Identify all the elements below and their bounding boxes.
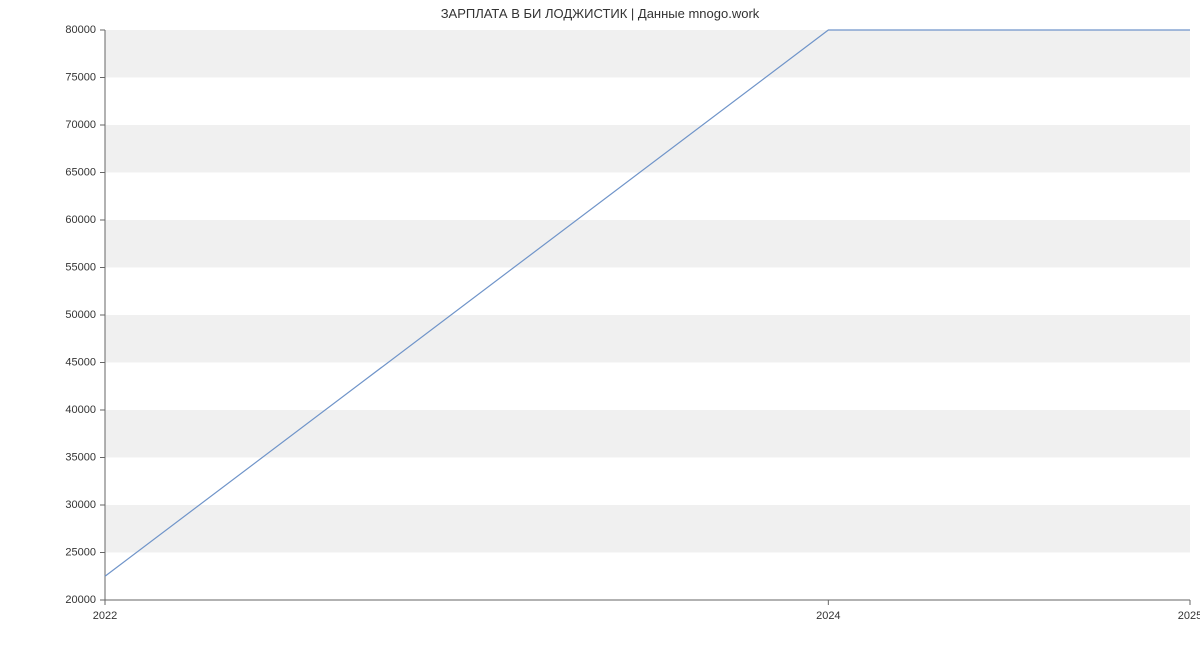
chart-svg: 20000 25000 30000 35000 40000 45000 50000 55000… [0, 0, 1200, 650]
salary-series-line [105, 30, 1190, 576]
x-tick-label: 2024 [816, 610, 840, 622]
y-tick-label: 80000 [65, 24, 96, 36]
y-tick-label: 55000 [65, 261, 96, 273]
y-tick-label: 30000 [65, 499, 96, 511]
y-tick-label: 25000 [65, 546, 96, 558]
y-tick-label: 65000 [65, 166, 96, 178]
y-tick-label: 40000 [65, 404, 96, 416]
y-tick-label: 45000 [65, 356, 96, 368]
salary-line-chart: ЗАРПЛАТА В БИ ЛОДЖИСТИК | Данные mnogo.w… [0, 0, 1200, 650]
y-tick-label: 50000 [65, 309, 96, 321]
y-tick-label: 35000 [65, 451, 96, 463]
chart-title: ЗАРПЛАТА В БИ ЛОДЖИСТИК | Данные mnogo.w… [0, 6, 1200, 21]
x-tick-label: 2022 [93, 610, 117, 622]
x-tick-label: 2025 [1178, 610, 1200, 622]
y-tick-label: 60000 [65, 214, 96, 226]
y-tick-label: 20000 [65, 594, 96, 606]
y-tick-label: 70000 [65, 119, 96, 131]
y-tick-label: 75000 [65, 71, 96, 83]
